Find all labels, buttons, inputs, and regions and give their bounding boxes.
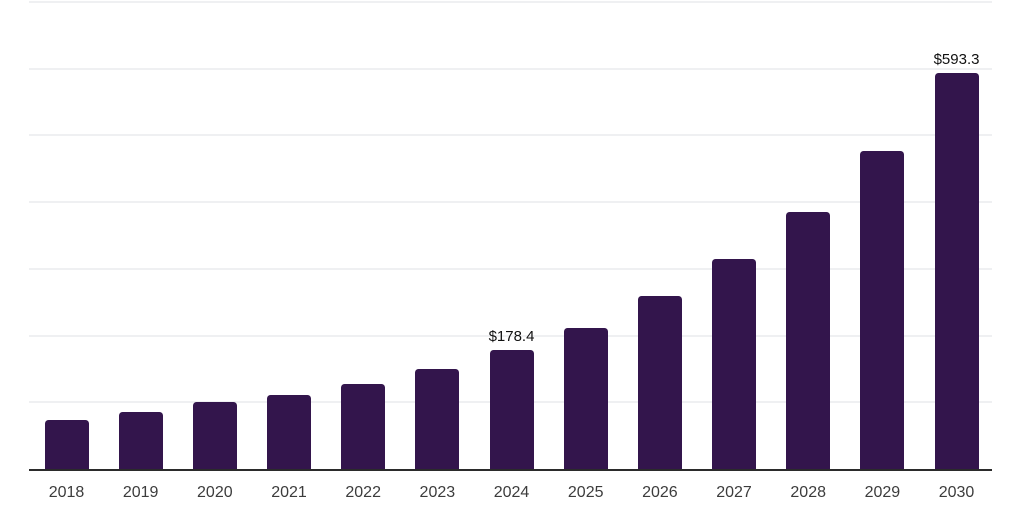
bar-2027[interactable] — [712, 258, 757, 469]
gridline-600 — [29, 67, 992, 70]
bar-2030[interactable] — [934, 73, 979, 469]
x-tick-label-2020: 2020 — [197, 484, 233, 501]
x-tick-label-2023: 2023 — [419, 484, 456, 501]
bar-2018[interactable] — [44, 419, 89, 469]
x-tick-label-2021: 2021 — [271, 484, 307, 501]
x-tick-label-2026: 2026 — [642, 484, 678, 501]
bar-2021[interactable] — [267, 394, 311, 469]
x-tick-label-2019: 2019 — [122, 484, 159, 501]
gridline-400 — [29, 201, 992, 204]
gridline-200 — [29, 334, 992, 337]
gridline-500 — [29, 134, 992, 137]
bar-2026[interactable] — [637, 296, 682, 469]
data-label-2030: $593.3 — [933, 51, 980, 69]
bar-2020[interactable] — [192, 402, 237, 469]
x-tick-label-2024: 2024 — [493, 484, 530, 501]
x-tick-label-2029: 2029 — [864, 484, 901, 501]
gridline-300 — [29, 267, 992, 270]
bar-2019[interactable] — [118, 412, 163, 469]
x-tick-label-2030: 2030 — [938, 484, 975, 501]
bar-2028[interactable] — [786, 212, 831, 469]
x-axis-line — [29, 469, 992, 471]
x-tick-label-2018: 2018 — [48, 484, 85, 501]
x-tick-label-2025: 2025 — [567, 484, 604, 501]
bar-2029[interactable] — [860, 151, 905, 469]
bar-2025[interactable] — [563, 327, 608, 469]
gridline-700 — [29, 1, 992, 3]
bar-2023[interactable] — [415, 368, 460, 469]
bar-2022[interactable] — [341, 384, 386, 469]
x-tick-label-2022: 2022 — [345, 484, 381, 501]
bar-2024[interactable] — [489, 349, 534, 469]
data-label-2024: $178.4 — [488, 327, 535, 345]
x-tick-label-2027: 2027 — [716, 484, 752, 501]
x-tick-label-2028: 2028 — [790, 484, 826, 501]
